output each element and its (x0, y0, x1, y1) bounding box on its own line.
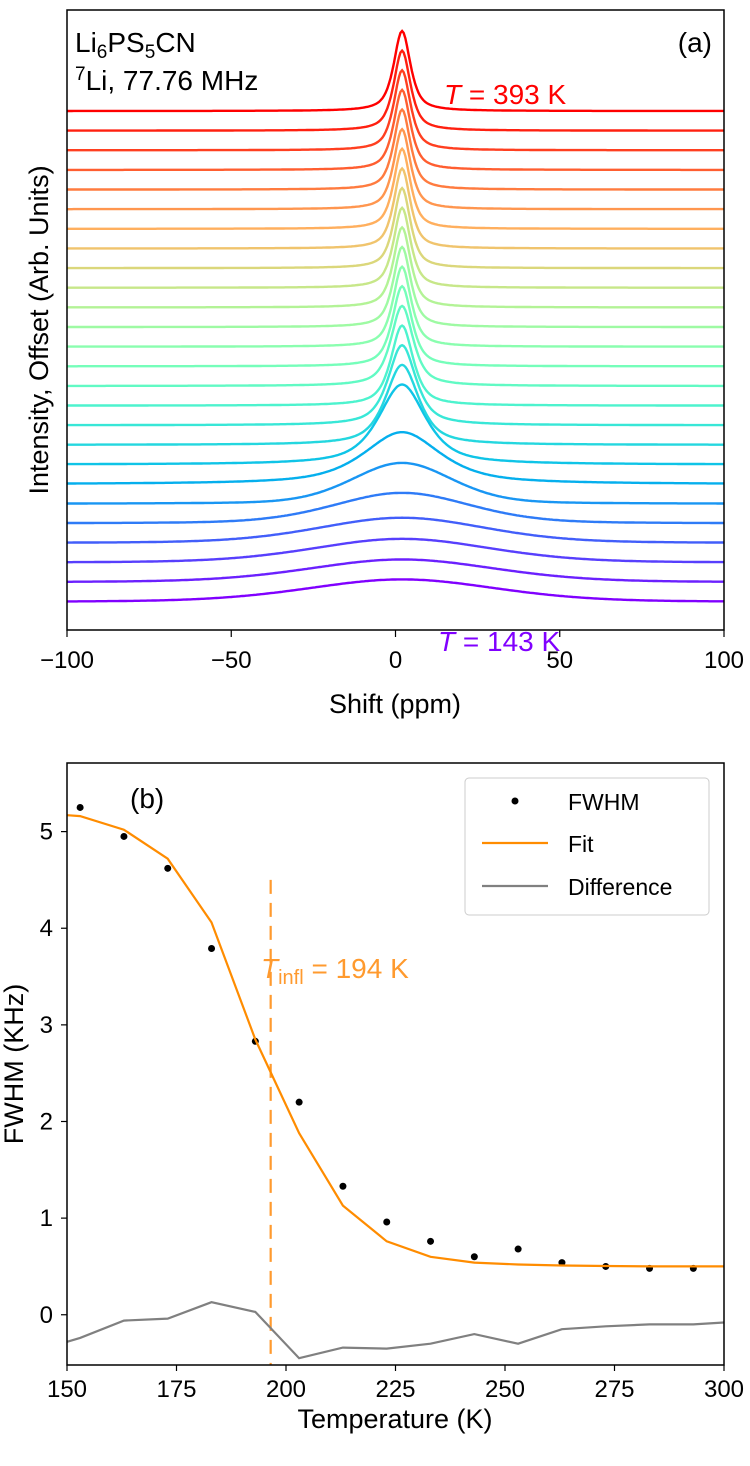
y-tick-label: 5 (40, 819, 53, 846)
spectrum-trace-393K (67, 29, 724, 113)
spectrum-trace-303K (67, 205, 724, 289)
spectrum-trace-173K (67, 516, 724, 544)
panel-b-label: (b) (130, 783, 164, 814)
x-tick-label: 100 (704, 647, 744, 674)
spectrum-trace-323K (67, 166, 724, 250)
panel-b-y-label: FWHM (KHz) (0, 984, 29, 1144)
fwhm-point (339, 1182, 347, 1190)
panel-b-ticks: 150 175 200 225 250 275 300 0 1 2 3 4 5 (40, 819, 744, 1403)
spectrum-trace-263K (67, 284, 724, 368)
x-tick-label: 300 (704, 1376, 744, 1403)
panel-a-y-label: Intensity, Offset (Arb. Units) (24, 165, 54, 494)
y-tick-label: 0 (40, 1302, 53, 1329)
fwhm-point (427, 1237, 435, 1245)
x-tick-label: 175 (156, 1376, 196, 1403)
difference-line (66, 1301, 725, 1360)
nucleus-label: 7Li, 77.76 MHz (75, 64, 258, 96)
spectrum-trace-283K (67, 245, 724, 329)
spectrum-trace-203K (67, 431, 724, 485)
x-tick-label: 225 (375, 1376, 415, 1403)
panel-b: 150 175 200 225 250 275 300 0 1 2 3 4 5 (b) Tinfl = … (0, 762, 744, 1434)
panel-b-plot (66, 803, 725, 1365)
y-tick-label: 1 (40, 1205, 53, 1232)
fwhm-point (120, 832, 128, 840)
panel-a-x-label: Shift (ppm) (329, 689, 461, 719)
spectrum-trace-143K (67, 578, 724, 603)
spectrum-trace-253K (67, 304, 724, 388)
fwhm-point (514, 1245, 522, 1253)
fwhm-point (470, 1253, 478, 1261)
x-tick-label: 200 (266, 1376, 306, 1403)
spectrum-trace-343K (67, 127, 724, 211)
legend-fwhm-marker (511, 797, 519, 805)
spectrum-trace-333K (67, 146, 724, 230)
spectrum-trace-273K (67, 264, 724, 348)
spectrum-trace-213K (67, 383, 724, 466)
spectrum-trace-163K (67, 537, 724, 564)
spectrum-trace-223K (67, 363, 724, 446)
spectrum-trace-353K (67, 107, 724, 191)
fwhm-point (558, 1259, 566, 1267)
spectrum-trace-363K (67, 88, 724, 172)
spectrum-trace-233K (67, 343, 724, 427)
top-temperature-label: T = 393 K (444, 79, 567, 110)
fit-line (66, 814, 724, 1268)
legend-difference-label: Difference (568, 874, 672, 900)
x-tick-label: 0 (389, 647, 402, 674)
spectrum-trace-193K (67, 461, 724, 505)
inflection-annotation: Tinfl = 194 K (261, 953, 409, 989)
x-tick-label: −50 (211, 647, 252, 674)
x-tick-label: −100 (40, 647, 94, 674)
bottom-temperature-label: T = 143 K (438, 626, 561, 657)
x-tick-label: 275 (594, 1376, 634, 1403)
spectrum-trace-293K (67, 225, 724, 309)
fwhm-point (383, 1218, 391, 1226)
fwhm-point (76, 803, 84, 811)
fwhm-point (164, 864, 172, 872)
spectrum-trace-383K (67, 48, 724, 132)
legend-box (464, 777, 710, 916)
x-tick-label: 50 (546, 647, 573, 674)
y-tick-label: 2 (40, 1108, 53, 1135)
spectra-traces (67, 29, 724, 603)
panel-a-x-ticks: −100 −50 0 50 100 (40, 630, 744, 674)
x-tick-label: 150 (47, 1376, 87, 1403)
spectrum-trace-153K (67, 558, 724, 583)
sample-label: Li6PS5CN (75, 27, 196, 63)
legend: FWHM Fit Difference (464, 777, 710, 916)
spectrum-trace-183K (67, 491, 724, 525)
panel-a-label: (a) (678, 27, 712, 58)
spectrum-trace-313K (67, 186, 724, 270)
panel-b-x-label: Temperature (K) (297, 1404, 492, 1434)
y-tick-label: 3 (40, 1012, 53, 1039)
fwhm-point (208, 945, 216, 953)
panel-a: −100 −50 0 50 100 Li6PS5CN 7Li, 77.76 MHz (a… (24, 9, 744, 719)
spectrum-trace-373K (67, 68, 724, 152)
legend-fit-label: Fit (568, 831, 594, 857)
x-tick-label: 250 (485, 1376, 525, 1403)
fwhm-point (295, 1098, 303, 1106)
y-tick-label: 4 (40, 915, 53, 942)
legend-fwhm-label: FWHM (568, 789, 640, 815)
spectrum-trace-243K (67, 324, 724, 407)
